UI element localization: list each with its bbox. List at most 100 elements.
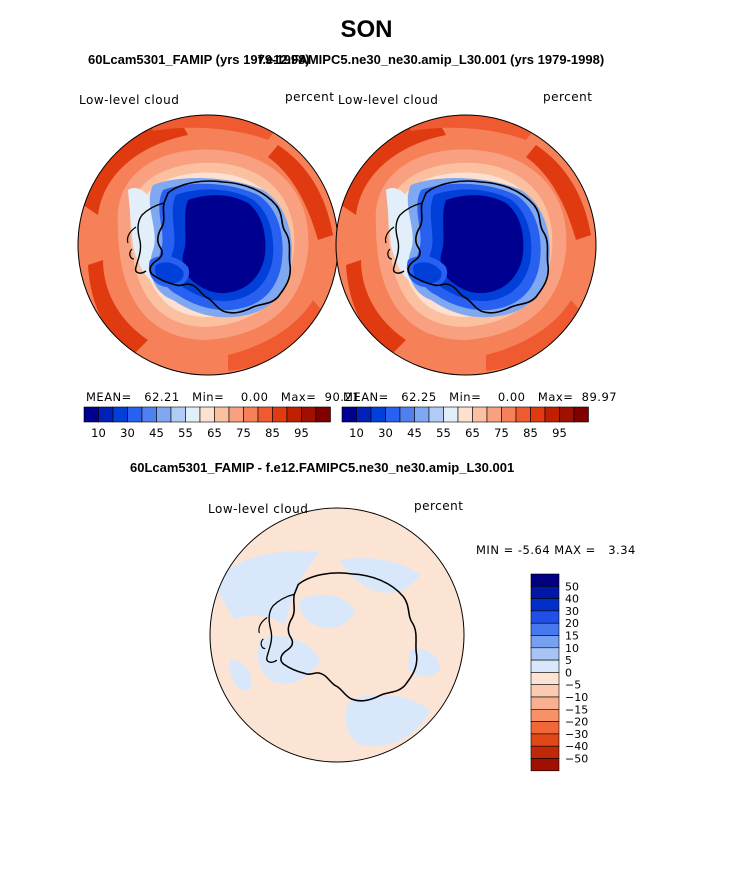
diff-colorbar-label: 5 [565,654,572,667]
left-case-title: 60Lcam5301_FAMIP (yrs 1979-1998) [88,52,310,67]
left-min-label: Min= [192,390,225,404]
diff-colorbar-label: −10 [565,691,588,704]
diff-colorbar-box [530,696,560,710]
right-colorbar-box [356,406,372,423]
left-colorbar-box [112,406,128,423]
left-colorbar-box [199,406,215,423]
diff-colorbar-box [530,659,560,673]
diff-max-value: 3.34 [608,543,636,557]
left-colorbar-box [214,406,230,423]
diff-colorbar-label: −30 [565,728,588,741]
right-colorbar-box [443,406,459,423]
left-colorbar-label: 75 [236,426,251,440]
right-colorbar-box [370,406,386,423]
diff-colorbar-label: −40 [565,740,588,753]
diff-colorbar-box [530,647,560,661]
diff-colorbar-label: 15 [565,630,579,643]
right-colorbar-box [399,406,415,423]
left-map [77,114,339,376]
diff-colorbar-label: −20 [565,716,588,729]
left-max-value: 90.21 [324,390,361,404]
right-stats: MEAN= 62.25 Min= 0.00 Max= 89.97 [343,390,617,404]
right-colorbar-box [472,406,488,423]
diff-colorbar-box [530,573,560,587]
right-map [335,114,597,376]
left-colorbar-box [315,406,331,423]
diff-colorbar-box [530,622,560,636]
diff-colorbar-box [530,758,560,772]
diff-colorbar-box [530,733,560,747]
left-colorbar-box [127,406,143,423]
right-colorbar-label: 10 [349,426,364,440]
right-field-label: Low-level cloud [338,93,439,107]
left-units-label: percent [285,90,335,104]
right-colorbar-box [501,406,517,423]
left-mean-value: 62.21 [144,390,180,404]
left-colorbar-box [257,406,273,423]
right-colorbar-box [573,406,589,423]
left-colorbar-box [98,406,114,423]
diff-case-title: 60Lcam5301_FAMIP - f.e12.FAMIPC5.ne30_ne… [130,460,515,475]
right-colorbar-box [486,406,502,423]
diff-colorbar-box [530,610,560,624]
diff-colorbar-box [530,684,560,698]
right-colorbar-box [385,406,401,423]
left-mean-label: MEAN= [86,390,132,404]
right-colorbar: 10 30 45 55 65 75 85 95 [341,406,589,440]
diff-colorbar-box [530,672,560,686]
main-title: SON [340,16,393,43]
right-colorbar-label: 65 [465,426,480,440]
left-colorbar-box [272,406,288,423]
left-colorbar-box [83,406,99,423]
right-colorbar-label: 75 [494,426,509,440]
right-mean-value: 62.25 [401,390,437,404]
right-case-title: f.e12.FAMIPC5.ne30_ne30.amip_L30.001 (yr… [258,52,605,67]
diff-map [209,507,465,763]
diff-colorbar-box [530,598,560,612]
left-colorbar-box [185,406,201,423]
left-min-value: 0.00 [240,390,269,404]
diff-colorbar-label: −50 [565,753,588,766]
diff-colorbar-label: 0 [565,666,572,679]
right-colorbar-box [515,406,531,423]
diff-colorbar-label: 40 [565,593,579,606]
right-colorbar-box [530,406,546,423]
right-colorbar-box [559,406,575,423]
left-colorbar-label: 30 [120,426,135,440]
left-colorbar-box [301,406,317,423]
right-colorbar-label: 85 [523,426,538,440]
diff-colorbar-label: 20 [565,617,579,630]
left-colorbar-label: 55 [178,426,193,440]
left-colorbar-box [286,406,302,423]
diff-colorbar-box [530,635,560,649]
right-colorbar-box [341,406,357,423]
left-colorbar-label: 85 [265,426,280,440]
left-colorbar-box [243,406,259,423]
diff-colorbar-box [530,585,560,599]
left-max-label: Max= [280,390,317,404]
right-units-label: percent [543,90,593,104]
right-min-value: 0.00 [497,390,526,404]
diff-max-label: MAX = [554,543,596,557]
right-colorbar-box [457,406,473,423]
right-colorbar-box [544,406,560,423]
diff-units-label: percent [414,499,464,513]
right-colorbar-label: 45 [407,426,422,440]
left-colorbar-label: 45 [149,426,164,440]
diff-colorbar-box [530,708,560,722]
right-colorbar-label: 30 [378,426,393,440]
right-colorbar-label: 95 [552,426,567,440]
right-min-label: Min= [449,390,482,404]
left-colorbar-box [141,406,157,423]
diff-colorbar-label: 10 [565,642,579,655]
diff-colorbar-label: −5 [565,679,581,692]
left-colorbar-label: 95 [294,426,309,440]
right-max-label: Max= [537,390,574,404]
diff-min-label: MIN = [476,543,514,557]
diff-stats: MIN = -5.64 MAX = 3.34 [476,543,636,557]
diff-field-label: Low-level cloud [208,502,309,516]
left-colorbar: 10 30 45 55 65 75 85 95 [83,406,331,440]
right-max-value: 89.97 [581,390,618,404]
